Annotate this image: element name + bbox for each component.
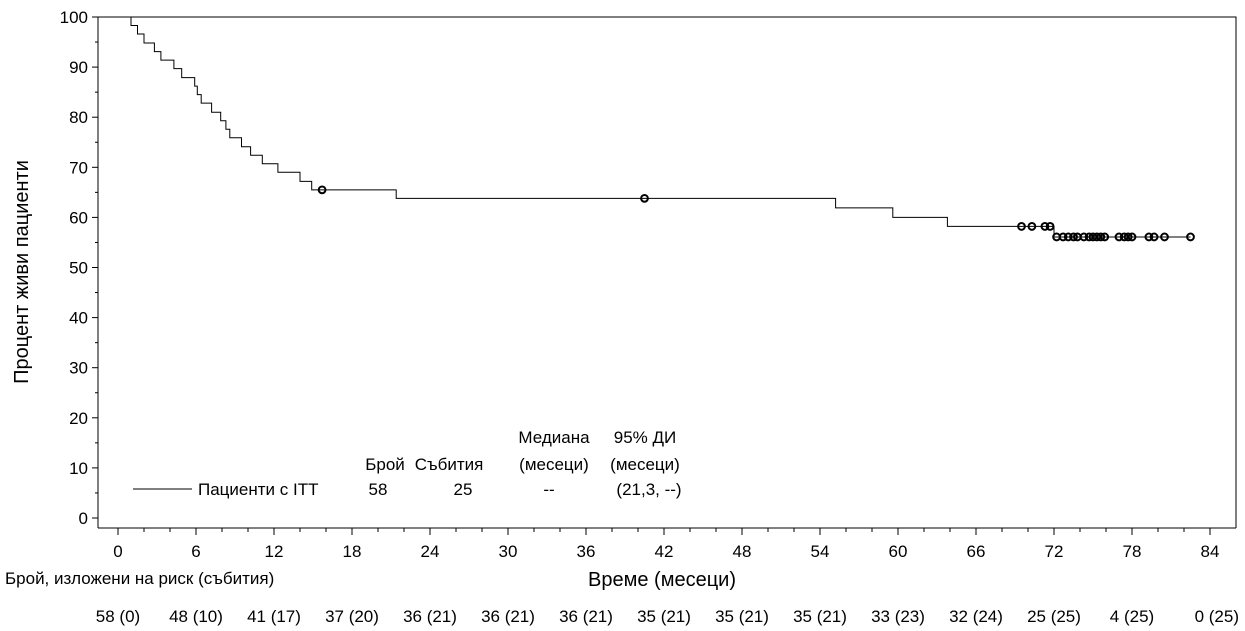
at-risk-value: 35 (21) [793,607,847,626]
y-tick-label: 100 [60,8,88,27]
censor-mark [1096,232,1106,242]
censor-mark [1040,222,1050,231]
x-tick-label: 54 [811,542,830,561]
legend-value-events: 25 [454,480,473,499]
legend: Медиана 95% ДИ Брой Събития (месеци) (ме… [133,428,682,499]
at-risk-value: 41 (17) [247,607,301,626]
x-tick-label: 24 [421,542,440,561]
y-tick-label: 40 [69,309,88,328]
legend-header-ci-unit: (месеци) [610,455,680,474]
censor-mark [1149,232,1159,242]
x-tick-label: 18 [343,542,362,561]
censor-mark [317,185,327,195]
censor-mark [1079,232,1089,242]
censor-mark [1045,222,1055,231]
x-tick-label: 84 [1201,542,1220,561]
legend-header-ci: 95% ДИ [614,428,676,447]
y-axis: 0 10 20 30 40 50 60 70 80 90 100 [60,8,98,528]
at-risk-value: 33 (23) [871,607,925,626]
y-tick-label: 10 [69,459,88,478]
at-risk-value: 48 (10) [169,607,223,626]
x-tick-label: 66 [967,542,986,561]
at-risk-title: Брой, изложени на риск (събития) [5,569,274,588]
x-tick-label: 72 [1045,542,1064,561]
legend-header-median: Медиана [518,428,590,447]
x-axis-title: Време (месеци) [588,569,736,591]
x-tick-label: 42 [655,542,674,561]
x-axis: 0 6 12 18 24 30 36 42 48 54 60 66 72 78 84 [113,528,1219,561]
x-tick-label: 36 [577,542,596,561]
survival-curve [118,16,1191,238]
censor-mark [1144,232,1154,242]
at-risk-value: 35 (21) [715,607,769,626]
censor-mark [1160,232,1169,242]
at-risk-value: 36 (21) [403,607,457,626]
at-risk-value: 35 (21) [637,607,691,626]
censor-mark [1069,232,1078,242]
y-tick-label: 80 [69,108,88,127]
at-risk-value: 0 (25) [1195,607,1239,626]
at-risk-value: 36 (21) [481,607,535,626]
y-axis-title: Процент живи пациенти [11,160,33,384]
x-tick-label: 48 [733,542,752,561]
censor-mark [1017,222,1026,231]
legend-value-median: -- [543,480,554,499]
censor-mark [1088,232,1098,242]
censor-mark [1119,232,1129,242]
legend-value-ci: (21,3, --) [616,480,681,499]
legend-value-count: 58 [369,480,388,499]
x-tick-label: 60 [889,542,908,561]
legend-header-count: Брой [365,455,405,474]
y-tick-label: 60 [69,208,88,227]
at-risk-value: 37 (20) [325,607,379,626]
censor-mark [1127,232,1137,242]
at-risk-row: 58 (0) 48 (10) 41 (17) 37 (20) 36 (21) 36 (21… [96,607,1239,626]
plot-frame [97,16,1237,529]
x-tick-label: 6 [191,542,200,561]
censor-mark [1063,232,1073,242]
censor-mark [1058,232,1068,242]
legend-header-median-unit: (месеци) [519,455,589,474]
censor-mark [1123,232,1133,242]
censor-mark [1084,232,1094,242]
x-tick-label: 0 [113,542,122,561]
y-tick-label: 70 [69,158,88,177]
at-risk-value: 36 (21) [559,607,613,626]
y-tick-label: 30 [69,359,88,378]
x-tick-label: 12 [265,542,284,561]
series-layer [118,16,1195,242]
at-risk-value: 4 (25) [1110,607,1154,626]
y-tick-label: 50 [69,259,88,278]
legend-series-label: Пациенти с ITT [198,480,318,499]
at-risk-value: 58 (0) [96,607,140,626]
at-risk-value: 32 (24) [949,607,1003,626]
censor-mark [640,193,649,203]
y-tick-label: 0 [79,509,88,528]
censor-mark [1027,222,1037,231]
x-tick-label: 78 [1123,542,1142,561]
y-tick-label: 20 [69,409,88,428]
censor-mark [1186,232,1195,242]
censor-mark [1114,232,1124,242]
x-tick-label: 30 [499,542,518,561]
y-tick-label: 90 [69,58,88,77]
at-risk-value: 25 (25) [1027,607,1081,626]
plot-border [97,16,1237,528]
censor-mark [1100,232,1110,242]
legend-header-events: Събития [415,455,484,474]
